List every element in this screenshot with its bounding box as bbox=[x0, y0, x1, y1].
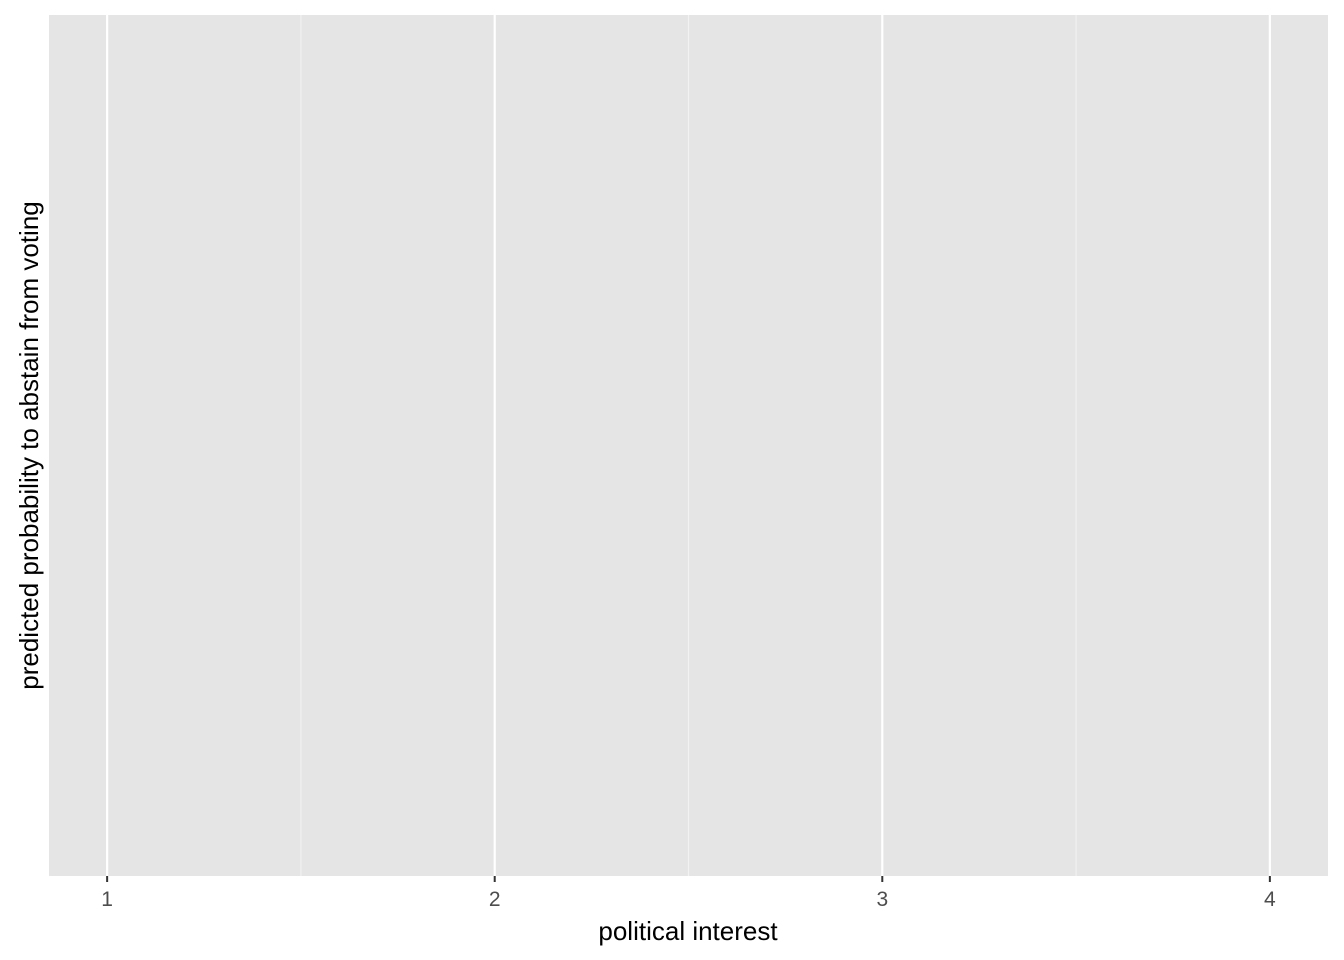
y-axis-title: predicted probability to abstain from vo… bbox=[14, 201, 44, 690]
x-tick-label: 1 bbox=[101, 888, 113, 911]
x-axis-ticks bbox=[106, 876, 1271, 882]
x-tick-label: 4 bbox=[1264, 888, 1276, 911]
x-tick-label: 2 bbox=[489, 888, 501, 911]
x-axis-title: political interest bbox=[598, 916, 778, 946]
x-axis-tick-labels: 1 2 3 4 bbox=[101, 888, 1276, 911]
minor-gridlines bbox=[300, 15, 1077, 876]
major-gridlines bbox=[106, 15, 1271, 876]
x-tick-label: 3 bbox=[876, 888, 888, 911]
